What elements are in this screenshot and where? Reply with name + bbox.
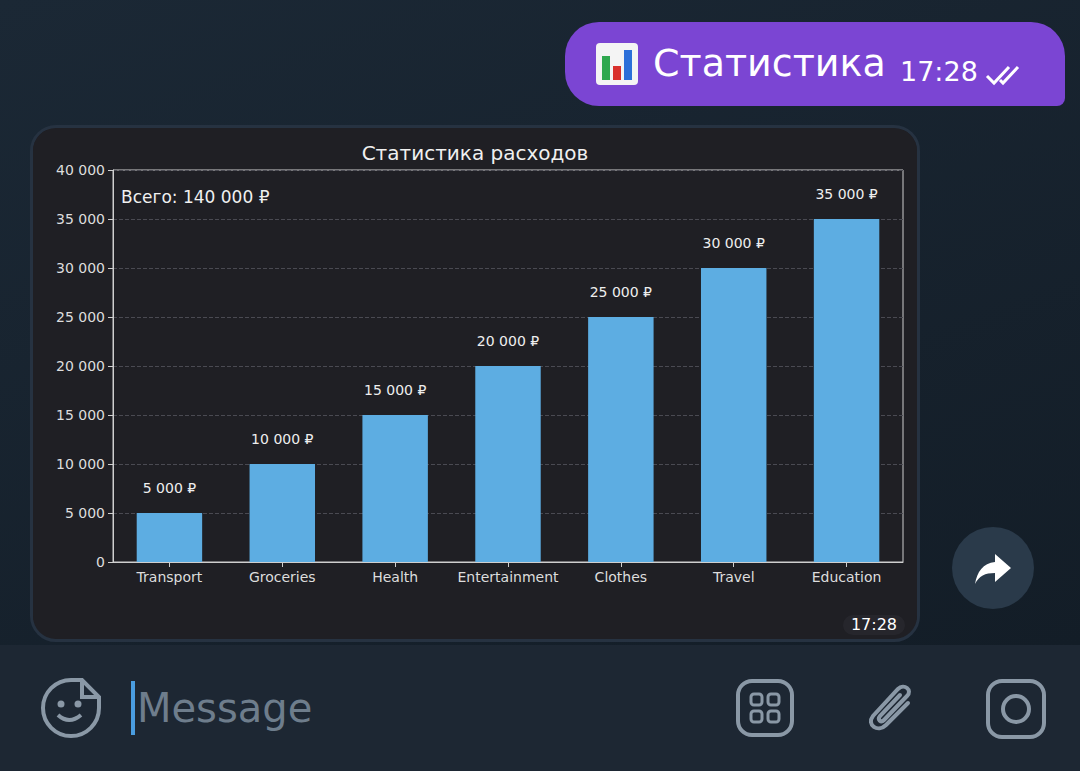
svg-text:5 000: 5 000: [65, 505, 105, 521]
svg-text:20 000 ₽: 20 000 ₽: [477, 333, 539, 349]
svg-text:35 000: 35 000: [56, 211, 105, 227]
html-text:Message: Message: [137, 685, 313, 731]
svg-text:5 000 ₽: 5 000 ₽: [143, 480, 197, 496]
svg-text:10 000 ₽: 10 000 ₽: [251, 431, 313, 447]
html-text:Статистика 17:28: Статистика 17:28: [653, 41, 978, 87]
svg-text:25 000 ₽: 25 000 ₽: [590, 284, 652, 300]
svg-text:30 000 ₽: 30 000 ₽: [703, 235, 765, 251]
svg-text:15 000 ₽: 15 000 ₽: [364, 382, 426, 398]
svg-text:Health: Health: [372, 569, 418, 585]
svg-text:Groceries: Groceries: [249, 569, 316, 585]
svg-text:20 000: 20 000: [56, 358, 105, 374]
svg-text:Clothes: Clothes: [595, 569, 648, 585]
svg-text:Всего: 140 000 ₽: Всего: 140 000 ₽: [121, 187, 270, 207]
svg-text:25 000: 25 000: [56, 309, 105, 325]
svg-text:Entertainment: Entertainment: [457, 569, 559, 585]
svg-text:Education: Education: [812, 569, 882, 585]
html-text:17:28: 17:28: [850, 615, 897, 634]
svg-text:15 000: 15 000: [56, 407, 105, 423]
svg-text:10 000: 10 000: [56, 456, 105, 472]
svg-text:Transport: Transport: [136, 569, 203, 585]
svg-text:30 000: 30 000: [56, 260, 105, 276]
svg-text:Travel: Travel: [712, 569, 755, 585]
svg-text:35 000 ₽: 35 000 ₽: [815, 186, 877, 202]
svg-text:Статистика расходов: Статистика расходов: [362, 141, 589, 165]
svg-text:0: 0: [96, 554, 105, 570]
svg-text:40 000: 40 000: [56, 162, 105, 178]
